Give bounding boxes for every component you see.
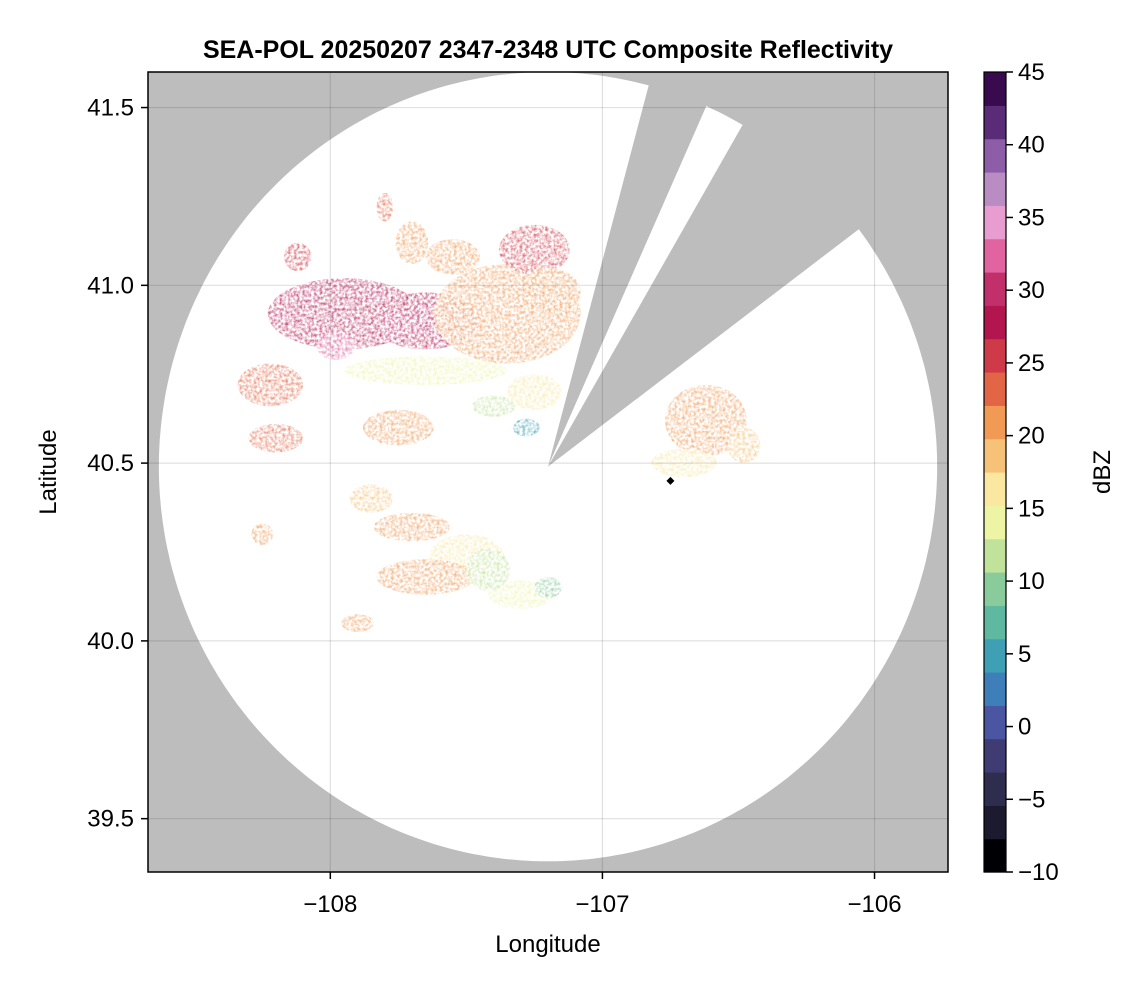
colorbar-segment [984,272,1006,306]
echo-cell [499,224,570,275]
echo-cell [343,356,508,385]
colorbar-segment [984,238,1006,273]
x-axis-label: Longitude [495,931,600,958]
echo-cell [534,576,562,599]
echo-cell [248,424,304,453]
y-tick-label: 40.0 [87,628,134,655]
colorbar-tick-label: 40 [1018,132,1045,159]
colorbar-segment [984,105,1006,140]
echo-cell [507,374,562,410]
echo-cell [362,409,434,446]
colorbar-tick-label: 0 [1018,714,1031,741]
echo-cell [665,384,747,457]
colorbar-segment [984,138,1006,173]
y-tick-label: 39.5 [87,806,134,833]
echo-cell [727,427,761,464]
echo-cell [373,512,451,542]
x-tick-label: −107 [575,891,629,918]
chart-title: SEA-POL 20250207 2347-2348 UTC Composite… [203,36,893,64]
colorbar-tick-label: −5 [1018,786,1045,813]
colorbar-tick-label: 10 [1018,568,1045,595]
echo-layer [237,192,761,632]
colorbar-segment [984,405,1006,440]
colorbar-segment [984,438,1006,473]
echo-cell [425,239,480,275]
plot-frame [147,71,949,873]
colorbar-segment [984,705,1006,740]
colorbar-tick-label: 15 [1018,495,1045,522]
y-axis-label: Latitude [35,429,62,514]
colorbar-tick-label: 25 [1018,350,1045,377]
echo-cell [515,267,581,318]
echo-cell [349,484,393,513]
echo-cell [651,448,717,478]
echo-cell [237,363,304,407]
colorbar-tick-label: 20 [1018,423,1045,450]
colorbar-tick-label: 30 [1018,277,1045,304]
colorbar-segment [984,638,1006,673]
colorbar-segment [984,372,1006,406]
site-marker [666,476,675,485]
y-tick-label: 41.0 [87,272,134,299]
echo-cell [251,523,274,545]
echo-cell [466,548,510,592]
echo-cell [376,559,475,595]
x-tick-label: −106 [847,891,901,918]
echo-cell [376,310,415,339]
colorbar-frame [983,71,1007,873]
x-axis: −108 −107 −106 [303,872,902,918]
colorbar-segment [984,838,1006,873]
y-tick-label: 40.5 [87,450,134,477]
colorbar-segment [984,305,1006,340]
colorbar-segment [984,72,1006,106]
colorbar-segment [984,505,1006,540]
colorbar-tick-label: 5 [1018,641,1031,668]
echo-cell [284,242,312,272]
colorbar-tick-label: 45 [1018,59,1045,86]
echo-cell [316,331,355,360]
radar-coverage [158,72,938,862]
x-tick-label: −108 [303,891,357,918]
echo-cell [376,192,393,222]
colorbar-segment [984,772,1006,806]
echo-cell [341,614,374,632]
echo-cell [471,395,516,417]
colorbar-segment [984,205,1006,240]
y-tick-label: 41.5 [87,95,134,122]
colorbar-segment [984,538,1006,573]
colorbar-tick-label: −10 [1018,859,1059,886]
colorbar: −10 −5 0 5 10 15 20 25 30 35 40 45 [983,59,1059,886]
grid-lines [148,72,948,872]
colorbar-segment [984,605,1006,640]
y-axis: 39.5 40.0 40.5 41.0 41.5 [87,95,148,833]
colorbar-segment [984,172,1006,206]
colorbar-segment [984,472,1006,506]
colorbar-label: dBZ [1089,450,1116,494]
colorbar-segment [984,572,1006,606]
colorbar-segment [984,672,1006,706]
plot-area [147,71,949,873]
echo-cell [512,418,540,437]
colorbar-segment [984,738,1006,773]
colorbar-segment [984,805,1006,840]
colorbar-segment [984,338,1006,373]
colorbar-tick-label: 35 [1018,204,1045,231]
echo-cell [395,221,429,264]
